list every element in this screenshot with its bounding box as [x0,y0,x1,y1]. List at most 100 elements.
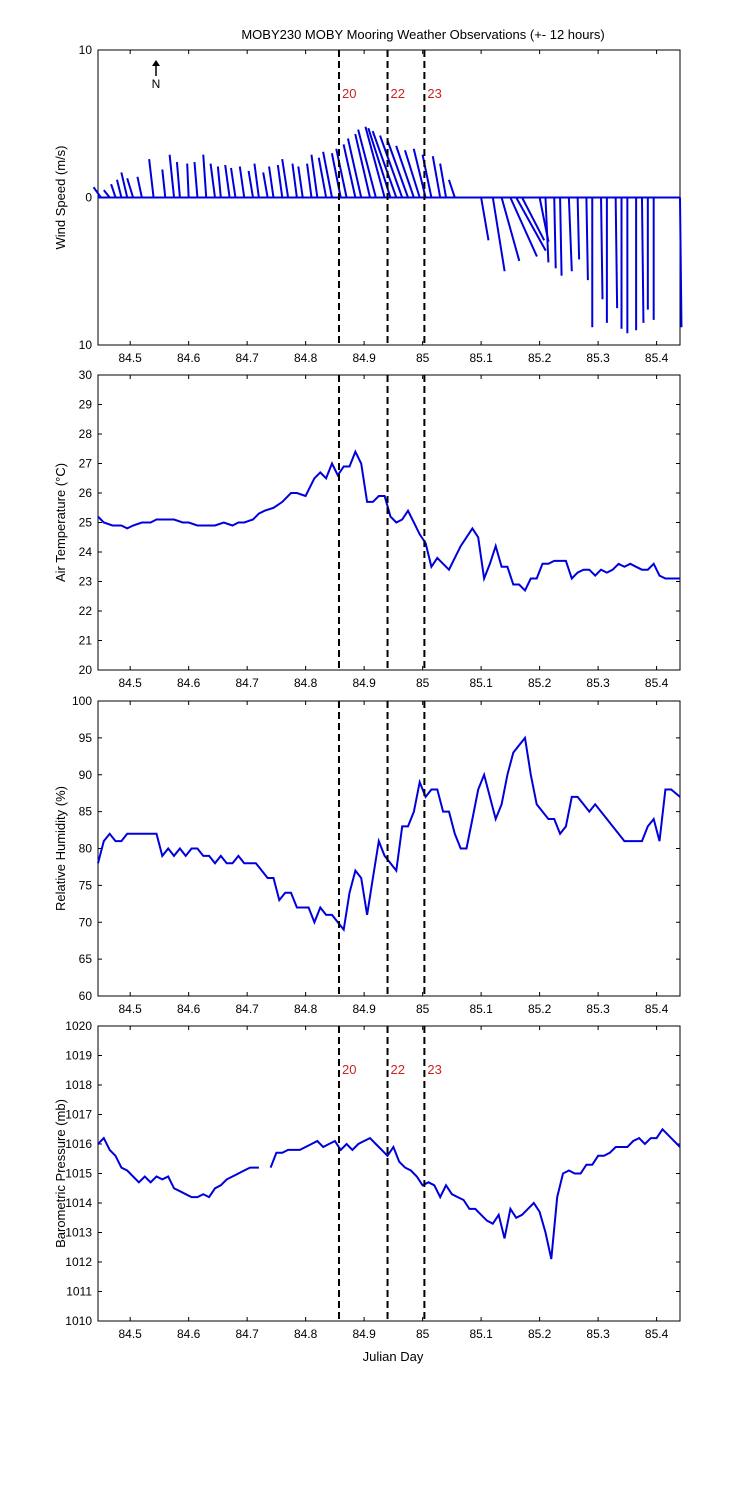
y-tick-label: 20 [79,663,93,677]
wind-stick [357,129,377,198]
event-label: 22 [391,1062,405,1077]
x-tick-label: 85.3 [586,676,610,690]
wind-stick [175,162,181,198]
wind-stick [431,156,442,198]
y-tick-label: 29 [79,398,93,412]
north-label: N [152,77,161,91]
x-tick-label: 85.1 [469,351,493,365]
wind-stick [116,179,123,198]
y-tick-label: 25 [79,516,93,530]
wind-stick [291,163,298,198]
wind-stick [500,197,521,262]
wind-stick [480,197,490,241]
series-line [269,1127,681,1260]
wind-stick [276,164,284,198]
x-tick-label: 84.5 [118,676,142,690]
x-tick-label: 85.2 [528,1327,552,1341]
wind-stick [247,170,254,198]
wind-stick [193,162,199,198]
y-tick-label: 24 [79,545,93,559]
wind-stick [346,138,363,198]
wind-stick [491,197,506,272]
y-tick-label: 85 [79,805,93,819]
wind-stick [110,183,117,198]
y-tick-label: 90 [79,768,93,782]
wind-stick [103,189,111,199]
y-tick-label: 1018 [65,1078,92,1092]
wind-stick [238,166,246,198]
event-label: 22 [391,86,405,101]
wind-stick [559,197,563,276]
event-label: 20 [342,86,356,101]
wind-stick [216,166,222,198]
y-tick-label: 1010 [65,1314,92,1328]
y-tick-label: 75 [79,878,93,892]
wind-stick [600,197,604,300]
x-tick-label: 85.1 [469,1002,493,1016]
wind-stick [544,197,550,263]
x-tick-label: 84.8 [294,1002,318,1016]
y-tick-label: 1015 [65,1167,92,1181]
y-tick-label: 1016 [65,1137,92,1151]
wind-stick [342,144,357,198]
y-axis-label: Wind Speed (m/s) [53,145,68,249]
y-tick-label: 1017 [65,1108,92,1122]
wind-stick [297,166,304,198]
y-tick-label: 10 [79,338,93,352]
x-tick-label: 85.3 [586,1327,610,1341]
wind-stick [386,139,409,198]
x-tick-label: 84.9 [352,676,376,690]
wind-stick [330,153,342,198]
panel-2: 20 21 22 23 24 25 26 27 28 29 30 84.5 84.6 84.7 84.8 84… [53,368,681,690]
event-label: 23 [427,86,441,101]
wind-stick [186,163,190,198]
plot-area [97,1025,681,1322]
y-tick-label: 1020 [65,1019,92,1033]
wind-stick [553,197,557,269]
x-tick-label: 84.6 [177,1002,201,1016]
x-tick-label: 84.7 [235,676,259,690]
wind-stick [306,163,313,198]
y-axis-label: Air Temperature (°C) [53,463,68,582]
wind-stick [439,163,448,198]
wind-stick [120,172,129,198]
wind-stick [404,150,421,198]
wind-stick [230,167,237,198]
wind-stick [412,148,427,198]
x-tick-label: 85.2 [528,676,552,690]
y-tick-label: 23 [79,575,93,589]
wind-stick [354,133,371,198]
x-tick-label: 85.2 [528,1002,552,1016]
plot-area [97,374,681,671]
panel-1: 10 0 10 84.5 84.6 84.7 84.8 84.9 85 85.1 85.2 85.3 8… [53,43,683,365]
y-tick-label: 1019 [65,1049,92,1063]
series-line [97,449,680,593]
wind-stick [168,154,176,198]
y-tick-label: 10 [79,43,93,57]
y-tick-label: 1013 [65,1226,92,1240]
x-tick-label: 84.5 [118,1327,142,1341]
x-tick-label: 84.6 [177,1327,201,1341]
x-tick-label: 84.9 [352,1002,376,1016]
wind-stick [640,197,645,323]
wind-stick [148,159,155,198]
y-tick-label: 100 [72,694,92,708]
north-arrow-head [152,60,160,66]
wind-stick [92,186,102,199]
wind-stick [521,197,546,241]
wind-stick [679,197,683,328]
x-tick-label: 84.7 [235,1327,259,1341]
y-tick-label: 27 [79,457,93,471]
x-axis-label: Julian Day [363,1349,424,1364]
x-tick-label: 84.8 [294,351,318,365]
wind-stick [614,197,619,309]
series-line [97,1136,259,1199]
wind-stick [253,163,260,198]
plot-area [97,700,681,997]
y-tick-label: 26 [79,486,93,500]
y-tick-label: 1012 [65,1255,92,1269]
panels: 100 10 84.5 84.6 84.7 84.8 84.9 85 85.1 85.2 85.3 8… [53,43,683,1341]
x-tick-label: 85.4 [645,676,669,690]
y-axis-label: Relative Humidity (%) [53,786,68,911]
